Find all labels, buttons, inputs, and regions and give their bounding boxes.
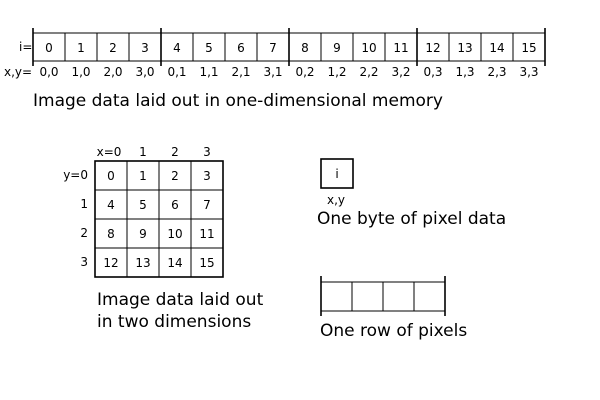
grid-column-label: x=0 [97, 145, 122, 159]
grid-column-label: 1 [139, 145, 147, 159]
memory-cell-value: 12 [425, 41, 440, 55]
grid-cell-value: 3 [203, 169, 211, 183]
memory-cell-value: 14 [489, 41, 504, 55]
grid-column-label: 3 [203, 145, 211, 159]
memory-cell-coord: 0,3 [423, 65, 442, 79]
memory-cell-coord: 1,3 [455, 65, 474, 79]
memory-cell-coord: 3,3 [519, 65, 538, 79]
pixel-row-box [320, 276, 446, 316]
grid-column-label: 2 [171, 145, 179, 159]
grid-cell-value: 2 [171, 169, 179, 183]
memory-cell-value: 13 [457, 41, 472, 55]
grid-cell-value: 8 [107, 227, 115, 241]
memory-cell-value: 4 [173, 41, 181, 55]
byte-cell-label: i [335, 167, 338, 181]
grid-cell-value: 9 [139, 227, 147, 241]
memory-cell-coord: 0,0 [39, 65, 58, 79]
memory-cell-value: 2 [109, 41, 117, 55]
memory-cell-value: 8 [301, 41, 309, 55]
grid-cell-value: 7 [203, 198, 211, 212]
grid-caption-line-2: in two dimensions [97, 312, 252, 332]
grid-cell-value: 15 [199, 256, 214, 270]
memory-cell-coord: 2,3 [487, 65, 506, 79]
grid-cell-value: 6 [171, 198, 179, 212]
grid-caption-line-1: Image data laid out [97, 290, 264, 310]
memory-cell-coord: 1,0 [71, 65, 90, 79]
grid-row-label: 3 [80, 255, 88, 269]
index-prefix-label: i= [19, 40, 32, 54]
memory-cell-value: 0 [45, 41, 53, 55]
memory-cell-coord: 2,2 [359, 65, 378, 79]
memory-cell-value: 7 [269, 41, 277, 55]
grid-row-label: 1 [80, 197, 88, 211]
memory-cell-value: 15 [521, 41, 536, 55]
memory-cell-value: 5 [205, 41, 213, 55]
memory-cell-coord: 0,2 [295, 65, 314, 79]
memory-cell-coord: 1,1 [199, 65, 218, 79]
byte-caption: One byte of pixel data [317, 209, 507, 229]
row-caption: One row of pixels [320, 321, 468, 341]
memory-cell-value: 9 [333, 41, 341, 55]
memory-cell-coord: 3,0 [135, 65, 154, 79]
grid-cell-value: 11 [199, 227, 214, 241]
grid-cell-value: 4 [107, 198, 115, 212]
linear-caption: Image data laid out in one-dimensional m… [33, 91, 443, 111]
grid-cell-value: 13 [135, 256, 150, 270]
memory-cell-coord: 2,1 [231, 65, 250, 79]
byte-cell [320, 158, 354, 189]
grid-cell-value: 10 [167, 227, 182, 241]
grid-row-label: 2 [80, 226, 88, 240]
byte-coord-label: x,y [327, 193, 345, 207]
memory-cell-value: 10 [361, 41, 376, 55]
grid-cell-value: 1 [139, 169, 147, 183]
memory-cell-value: 11 [393, 41, 408, 55]
memory-cell-value: 1 [77, 41, 85, 55]
grid-cell-value: 14 [167, 256, 182, 270]
coord-prefix-label: x,y= [4, 65, 32, 79]
linear-memory-strip: i=x,y=0 1 2 3 4 5 6 7 8 9 10 11 12 13 14 150,0 1,0 2,0 3,0… [4, 28, 546, 79]
memory-cell-value: 6 [237, 41, 245, 55]
memory-cell-coord: 3,2 [391, 65, 410, 79]
grid-cell-value: 5 [139, 198, 147, 212]
grid-cell-value: 12 [103, 256, 118, 270]
memory-cell-coord: 0,1 [167, 65, 186, 79]
grid-cell-value: 0 [107, 169, 115, 183]
single-byte-box: i x,y [320, 158, 354, 207]
memory-cell-value: 3 [141, 41, 149, 55]
memory-cell-coord: 2,0 [103, 65, 122, 79]
grid-row-label: y=0 [63, 168, 88, 182]
memory-cell-coord: 3,1 [263, 65, 282, 79]
memory-cell-coord: 1,2 [327, 65, 346, 79]
